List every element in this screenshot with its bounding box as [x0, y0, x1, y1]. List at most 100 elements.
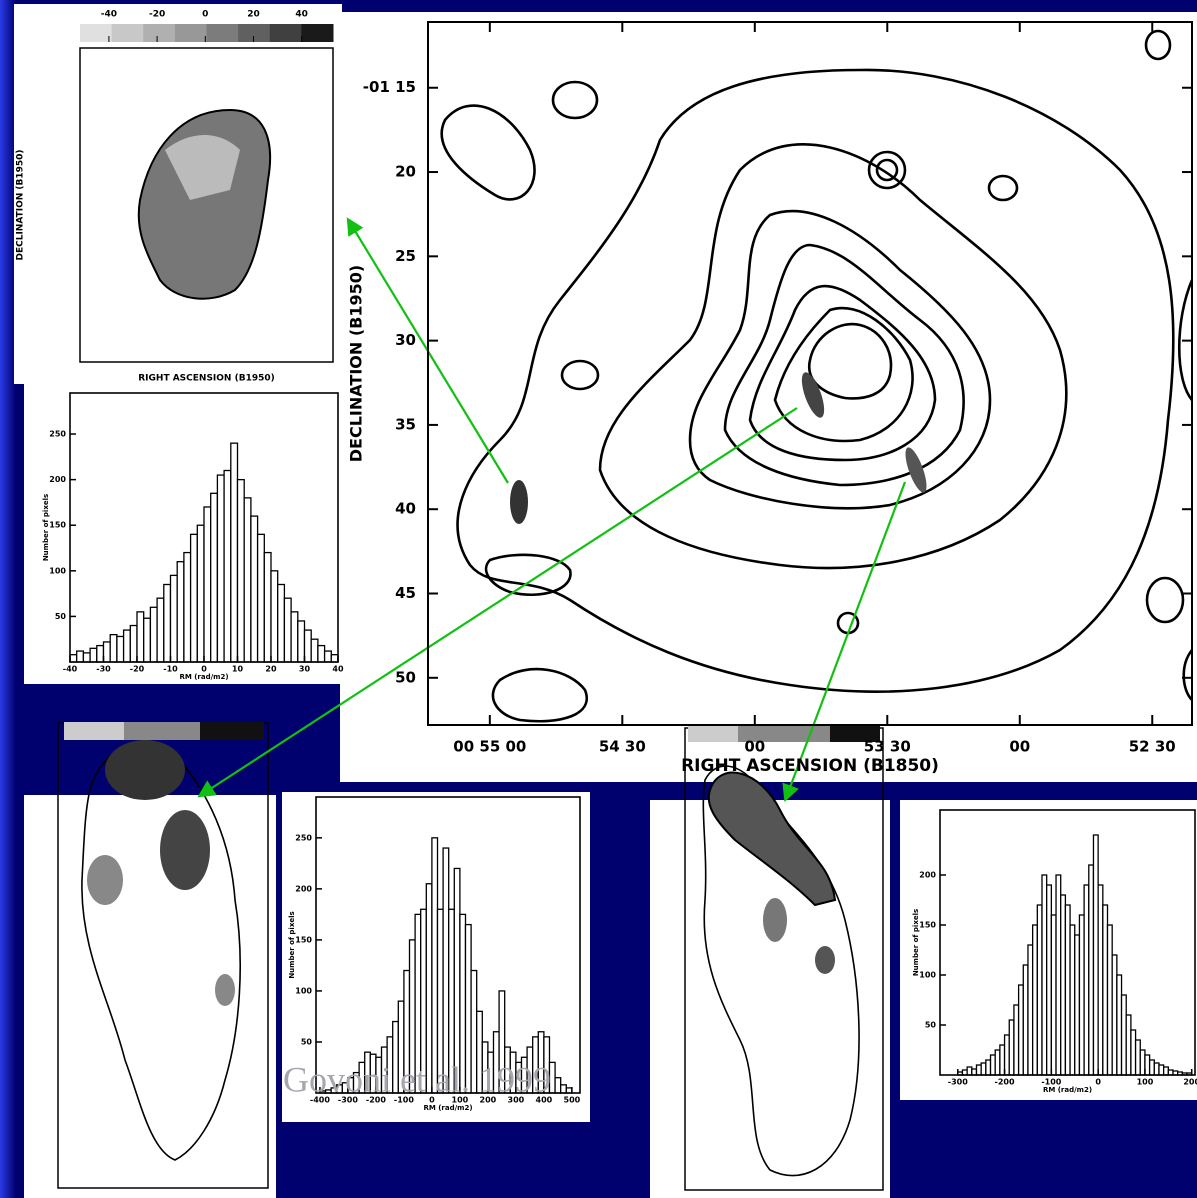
colorbar [830, 724, 880, 742]
bar [143, 617, 152, 663]
bar [310, 638, 319, 663]
bar [102, 641, 111, 663]
bar [189, 533, 198, 663]
colorbar [206, 24, 239, 42]
y-tick-label: 25 [395, 247, 416, 265]
y-tick-label: 100 [49, 566, 66, 575]
contour [1144, 29, 1172, 61]
rm-map-image [815, 946, 835, 974]
bar [1125, 1014, 1132, 1076]
bar [1031, 924, 1038, 1076]
y-tick-label: 150 [49, 521, 66, 530]
rm-map-panel [24, 795, 276, 1198]
bar [243, 497, 252, 663]
x-tick-label: -100 [394, 1096, 414, 1105]
y-tick-label: 100 [295, 986, 312, 995]
bar [1046, 884, 1053, 1076]
y-tick-label: 45 [395, 584, 416, 602]
rm-map-image [87, 855, 123, 905]
x-tick-label: 00 [1009, 738, 1030, 756]
bar [323, 650, 332, 663]
colorbar-tick-label: 0 [202, 10, 208, 20]
contour [987, 174, 1019, 202]
bar [210, 492, 219, 663]
bar [277, 583, 286, 663]
colorbar [143, 24, 176, 42]
bar [109, 633, 118, 663]
colorbar [200, 722, 264, 740]
rm-map-image [707, 771, 837, 907]
x-axis-label: RM (rad/m2) [1043, 1086, 1092, 1094]
bar [980, 1062, 987, 1076]
y-axis-label: DECLINATION (B1950) [16, 149, 26, 260]
colorbar [80, 24, 113, 42]
x-tick-label: -200 [366, 1096, 386, 1105]
bar [1148, 1059, 1155, 1076]
y-tick-label: 250 [49, 430, 66, 439]
contour [1177, 279, 1194, 401]
rm-map-image [215, 974, 235, 1006]
bar [82, 652, 91, 663]
contour [748, 284, 937, 462]
bar [236, 478, 245, 663]
contour [456, 68, 1175, 693]
bar [985, 1059, 992, 1076]
bar [96, 644, 105, 663]
bar [1008, 1019, 1015, 1076]
arrow [197, 407, 798, 798]
bar [76, 650, 85, 663]
bar [330, 654, 339, 663]
x-axis-label: RM (rad/m2) [423, 1104, 472, 1112]
y-tick-label: 100 [919, 971, 936, 980]
contour [440, 104, 536, 201]
x-tick-label: -400 [310, 1096, 330, 1105]
x-axis-label: RM (rad/m2) [179, 673, 228, 681]
colorbar [269, 24, 302, 42]
rm-map-image [763, 898, 787, 942]
bar [1106, 924, 1113, 1076]
bar [1022, 964, 1029, 1076]
contour [875, 158, 899, 182]
bar [1064, 904, 1071, 1076]
x-tick-label: -40 [63, 665, 78, 674]
contour [773, 306, 914, 443]
x-tick-label: 0 [429, 1096, 435, 1105]
bar [129, 624, 138, 663]
frame [427, 21, 1193, 726]
colorbar-tick-label: 20 [247, 10, 260, 20]
bar [283, 597, 292, 663]
bar [1116, 974, 1123, 1076]
y-axis-label: DECLINATION (B1950) [347, 265, 366, 462]
bar [1074, 934, 1081, 1076]
bar [1088, 864, 1095, 1076]
x-tick-label: 00 [744, 738, 765, 756]
y-tick-label: 200 [295, 884, 312, 893]
bar [163, 583, 172, 663]
bar [1158, 1064, 1165, 1076]
contour [1145, 576, 1185, 624]
x-tick-label: 100 [452, 1096, 469, 1105]
y-tick-label: -01 15 [363, 78, 416, 96]
bar [297, 620, 306, 663]
bar [560, 1084, 567, 1094]
contour [807, 322, 893, 400]
x-tick-label: 53 30 [864, 738, 911, 756]
colorbar-tick-label: -20 [149, 10, 165, 20]
rm-map [684, 724, 884, 1191]
bar [442, 847, 450, 1094]
colorbar [688, 724, 738, 742]
x-tick-label: -300 [338, 1096, 358, 1105]
bar [1036, 904, 1043, 1076]
y-tick-label: 50 [925, 1021, 937, 1030]
y-tick-label: 250 [295, 833, 312, 842]
rm-map-image [165, 135, 240, 200]
x-tick-label: 30 [299, 665, 311, 674]
colorbar [174, 24, 207, 42]
bar [989, 1054, 996, 1076]
bar [263, 551, 272, 663]
colorbar-tick-label: -40 [101, 10, 117, 20]
y-tick-label: 50 [301, 1037, 313, 1046]
bar [317, 644, 326, 663]
x-tick-label: 0 [1095, 1078, 1101, 1087]
bar [203, 506, 212, 663]
